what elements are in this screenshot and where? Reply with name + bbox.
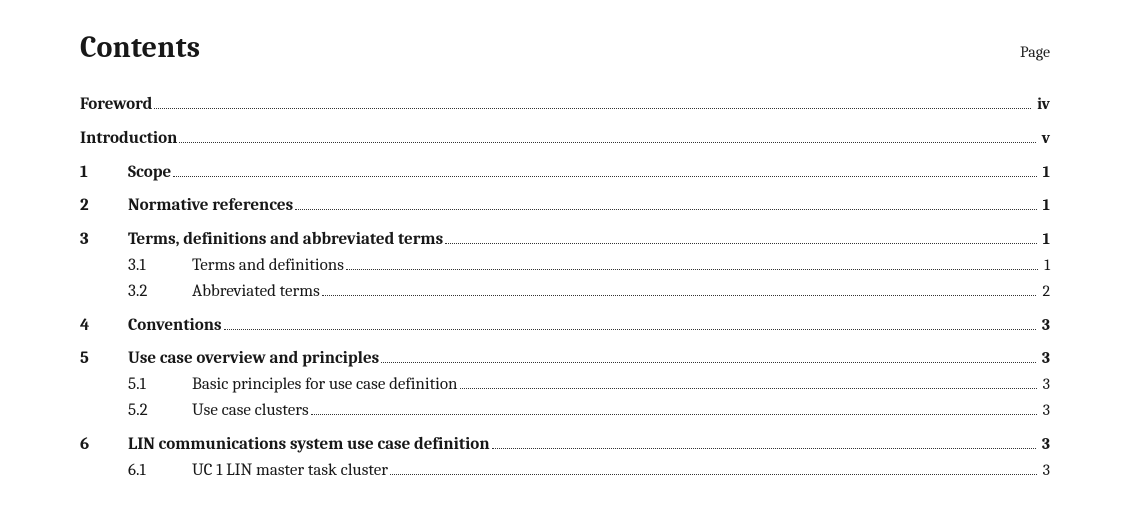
toc-page-number: 1 bbox=[1042, 254, 1050, 276]
toc-title: LIN communications system use case defin… bbox=[128, 433, 490, 457]
toc-title-cell: Use case clusters bbox=[192, 399, 1041, 423]
contents-heading: Contents bbox=[80, 30, 200, 65]
dot-leader bbox=[346, 255, 1038, 270]
toc-block: 1Scope1 bbox=[80, 161, 1050, 185]
toc-page-number: 3 bbox=[1041, 373, 1050, 395]
toc-title-cell: Basic principles for use case definition bbox=[192, 373, 1041, 397]
toc-title-cell: Normative references bbox=[128, 194, 1041, 218]
dot-leader bbox=[154, 94, 1031, 109]
toc-title: Terms and definitions bbox=[192, 254, 344, 278]
toc-block: 6LIN communications system use case defi… bbox=[80, 433, 1050, 483]
section-number: 3 bbox=[80, 228, 128, 252]
toc-page-number: iv bbox=[1035, 93, 1050, 115]
toc-page-number: 1 bbox=[1041, 161, 1050, 183]
toc-title: Use case clusters bbox=[192, 399, 309, 423]
toc-block: 2Normative references 1 bbox=[80, 194, 1050, 218]
subsection-number: 5.1 bbox=[128, 373, 192, 397]
toc-page-number: 1 bbox=[1041, 194, 1050, 216]
toc-section-line: 4Conventions 3 bbox=[80, 314, 1050, 338]
subsection-number: 5.2 bbox=[128, 399, 192, 423]
toc-title: Normative references bbox=[128, 194, 293, 218]
toc-section-line: 2Normative references 1 bbox=[80, 194, 1050, 218]
toc-title: Scope bbox=[128, 161, 171, 185]
toc-body: ForewordivIntroductionv1Scope12Normative… bbox=[80, 93, 1050, 482]
toc-page-number: 3 bbox=[1040, 433, 1050, 455]
toc-section-line: 1Scope1 bbox=[80, 161, 1050, 185]
subsection-number: 3.2 bbox=[128, 280, 192, 304]
dot-leader bbox=[445, 230, 1037, 245]
toc-title: UC 1 LIN master task cluster bbox=[192, 459, 388, 483]
dot-leader bbox=[460, 375, 1037, 390]
dot-leader bbox=[322, 281, 1037, 296]
toc-front-matter-line: Introduction v bbox=[80, 127, 1050, 151]
toc-title-cell: Terms and definitions bbox=[192, 254, 1042, 278]
toc-title: Foreword bbox=[80, 93, 152, 117]
toc-section-line: 5Use case overview and principles 3 bbox=[80, 347, 1050, 371]
dot-leader bbox=[311, 400, 1037, 415]
toc-title: Conventions bbox=[128, 314, 222, 338]
toc-title-cell: Conventions bbox=[128, 314, 1040, 338]
subsection-number: 6.1 bbox=[128, 459, 192, 483]
section-number: 2 bbox=[80, 194, 128, 218]
toc-title-cell: UC 1 LIN master task cluster bbox=[192, 459, 1041, 483]
toc-title: Basic principles for use case definition bbox=[192, 373, 458, 397]
page-column-label: Page bbox=[1020, 43, 1050, 61]
toc-subsection-line: 3.2Abbreviated terms 2 bbox=[128, 280, 1050, 304]
toc-page-number: 3 bbox=[1040, 347, 1050, 369]
toc-page-number: 1 bbox=[1041, 228, 1050, 250]
subsection-number: 3.1 bbox=[128, 254, 192, 278]
dot-leader bbox=[224, 315, 1036, 330]
toc-title-cell: Use case overview and principles bbox=[128, 347, 1040, 371]
toc-header: Contents Page bbox=[80, 30, 1050, 65]
toc-title: Introduction bbox=[80, 127, 177, 151]
toc-block: Foreword iv bbox=[80, 93, 1050, 117]
toc-title-cell: Introduction bbox=[80, 127, 1040, 151]
toc-section-line: 3Terms, definitions and abbreviated term… bbox=[80, 228, 1050, 252]
toc-block: 3Terms, definitions and abbreviated term… bbox=[80, 228, 1050, 303]
dot-leader bbox=[390, 460, 1037, 475]
toc-title-cell: Terms, definitions and abbreviated terms bbox=[128, 228, 1041, 252]
toc-subsection-line: 6.1UC 1 LIN master task cluster 3 bbox=[128, 459, 1050, 483]
section-number: 4 bbox=[80, 314, 128, 338]
toc-title-cell: Abbreviated terms bbox=[192, 280, 1040, 304]
dot-leader bbox=[179, 128, 1035, 143]
toc-block: 4Conventions 3 bbox=[80, 314, 1050, 338]
toc-title-cell: Foreword bbox=[80, 93, 1035, 117]
toc-title: Use case overview and principles bbox=[128, 347, 379, 371]
toc-title-cell: LIN communications system use case defin… bbox=[128, 433, 1040, 457]
toc-page-number: 3 bbox=[1041, 399, 1050, 421]
dot-leader bbox=[173, 162, 1036, 177]
dot-leader bbox=[295, 196, 1037, 211]
toc-page-number: 3 bbox=[1040, 314, 1050, 336]
dot-leader bbox=[381, 349, 1036, 364]
section-number: 5 bbox=[80, 347, 128, 371]
toc-subsection-line: 5.2Use case clusters 3 bbox=[128, 399, 1050, 423]
toc-subsection-line: 5.1Basic principles for use case definit… bbox=[128, 373, 1050, 397]
toc-section-line: 6LIN communications system use case defi… bbox=[80, 433, 1050, 457]
toc-title: Abbreviated terms bbox=[192, 280, 320, 304]
section-number: 6 bbox=[80, 433, 128, 457]
dot-leader bbox=[492, 434, 1036, 449]
section-number: 1 bbox=[80, 161, 128, 185]
toc-title: Terms, definitions and abbreviated terms bbox=[128, 228, 443, 252]
toc-front-matter-line: Foreword iv bbox=[80, 93, 1050, 117]
toc-page-number: 3 bbox=[1041, 459, 1050, 481]
toc-block: 5Use case overview and principles35.1Bas… bbox=[80, 347, 1050, 422]
toc-page-number: v bbox=[1040, 127, 1050, 149]
toc-page-number: 2 bbox=[1040, 280, 1050, 302]
toc-title-cell: Scope bbox=[128, 161, 1041, 185]
toc-block: Introduction v bbox=[80, 127, 1050, 151]
toc-page: Contents Page ForewordivIntroductionv1Sc… bbox=[0, 0, 1122, 513]
toc-subsection-line: 3.1Terms and definitions 1 bbox=[128, 254, 1050, 278]
